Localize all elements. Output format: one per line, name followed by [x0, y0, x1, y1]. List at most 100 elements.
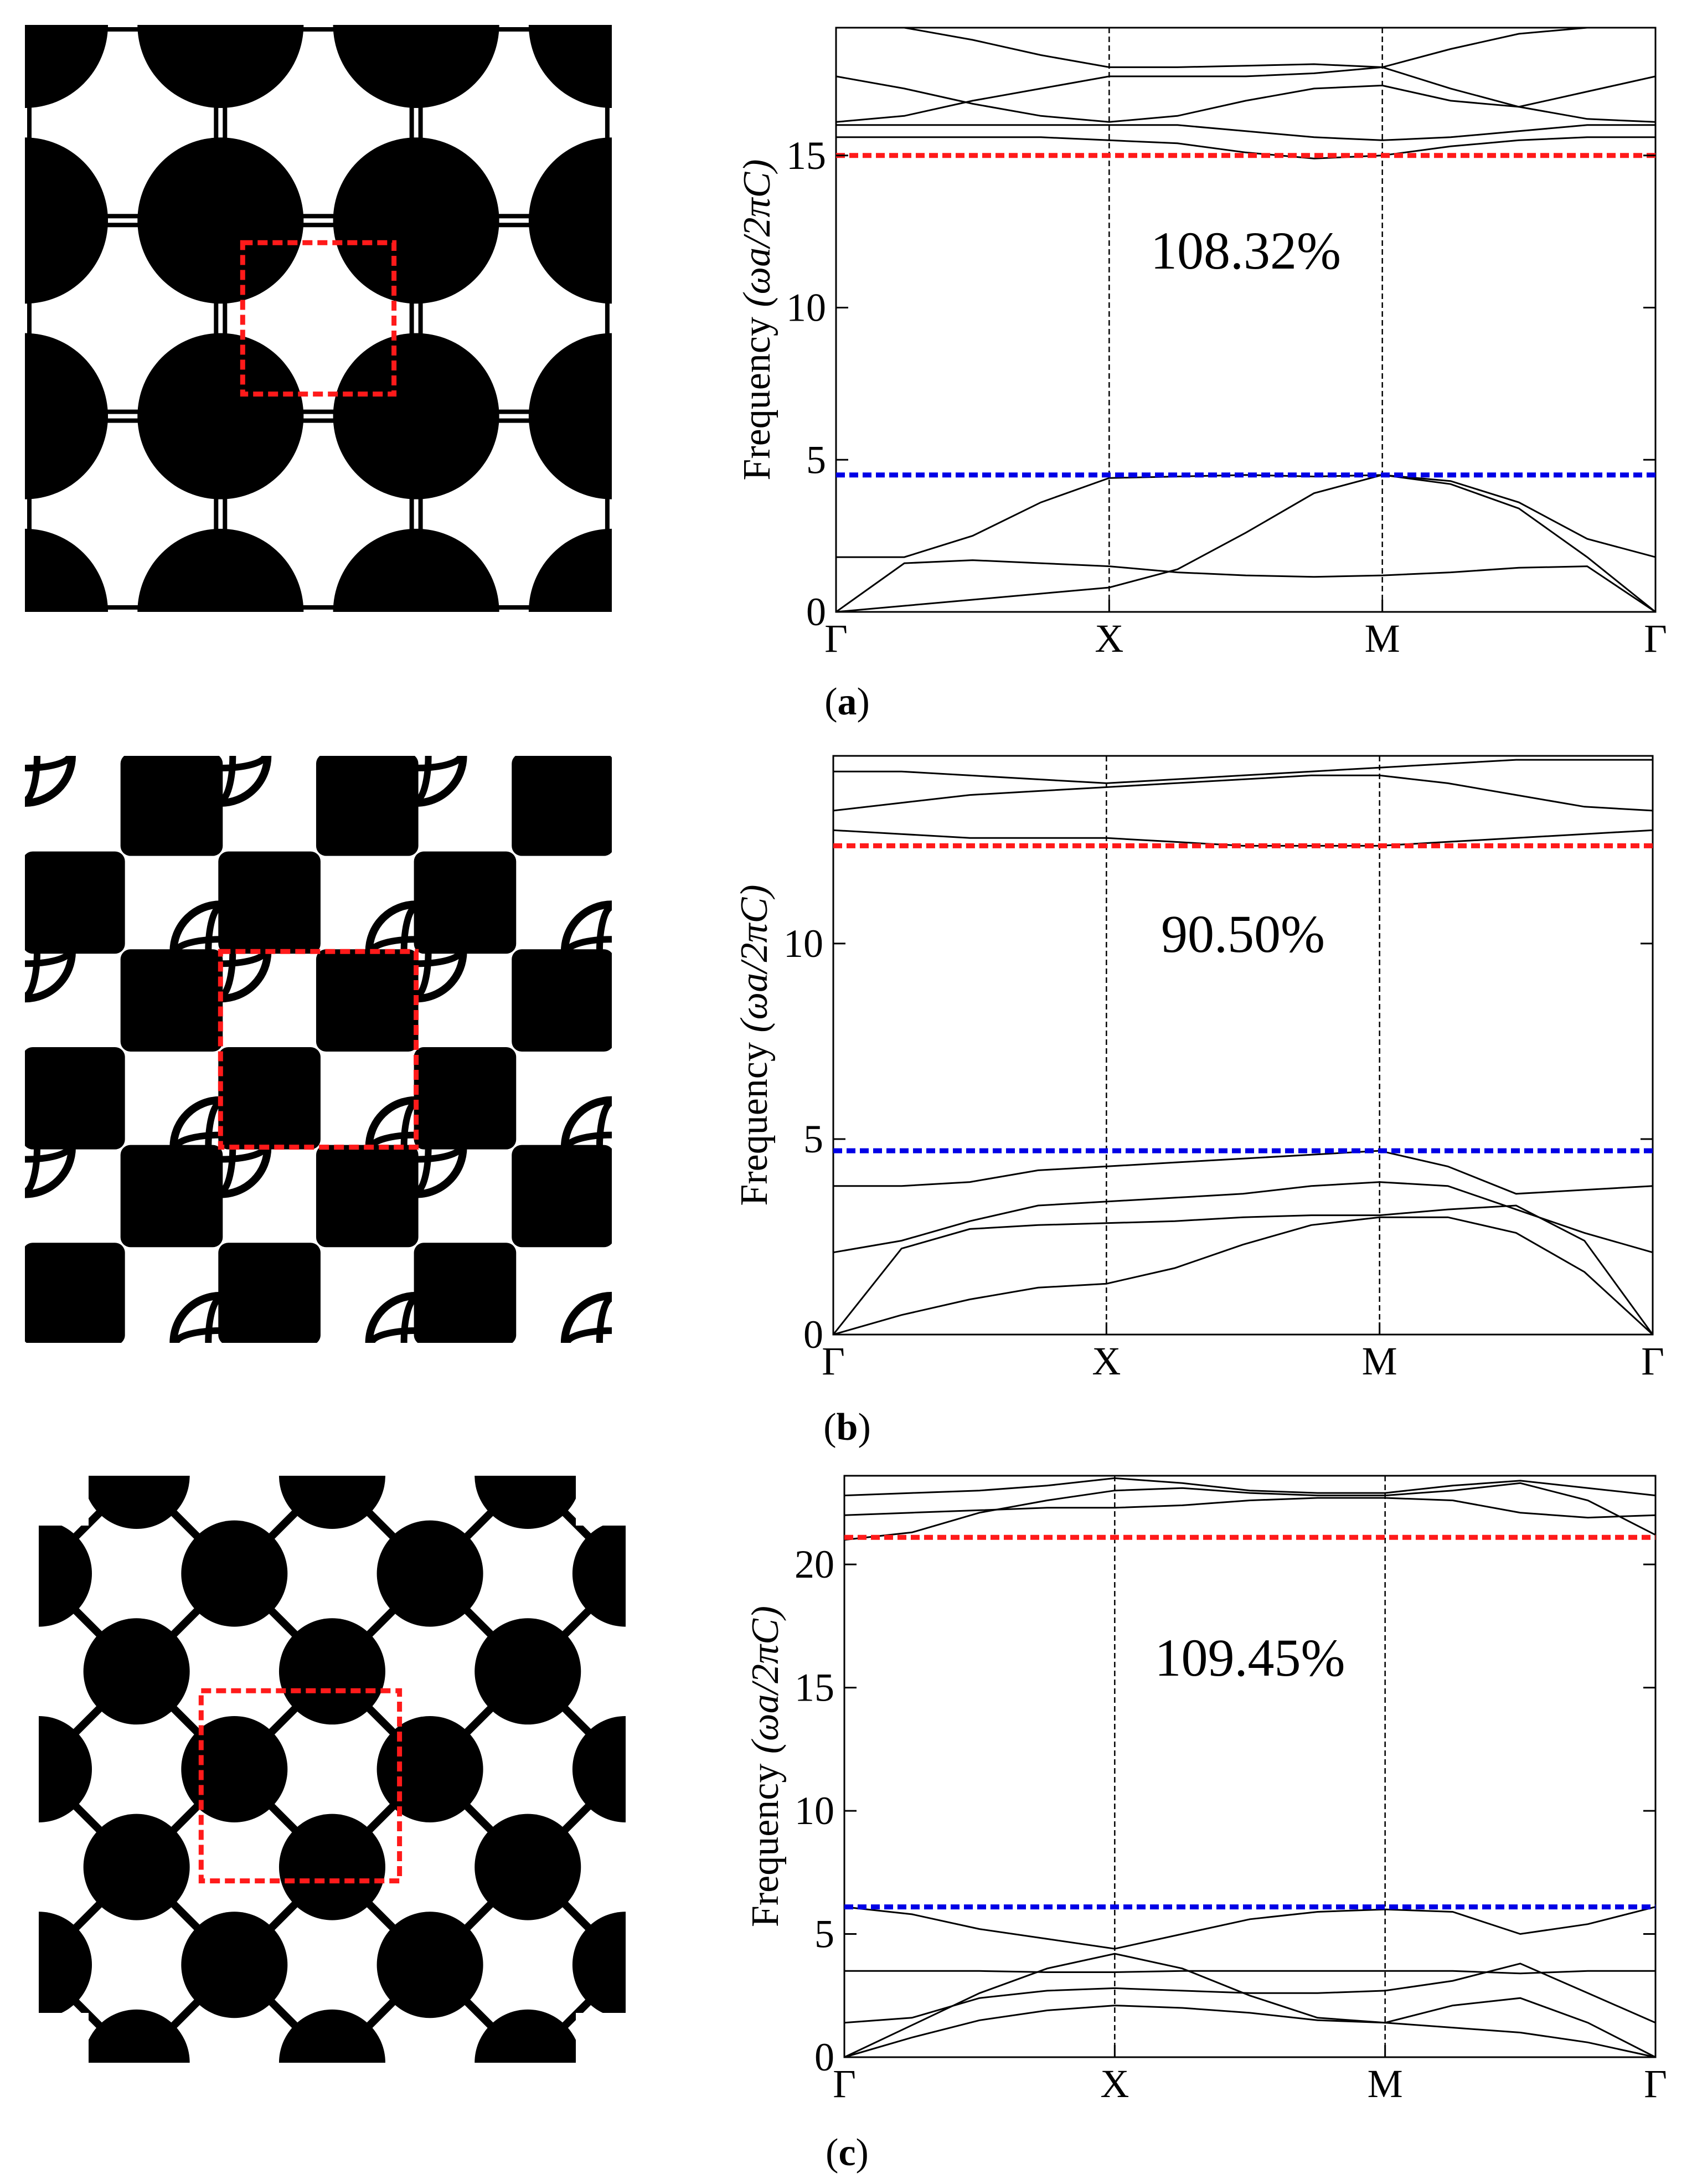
joint-ellipse [368, 756, 464, 771]
strut [622, 1763, 626, 1770]
strut [39, 1766, 140, 1870]
solid-inclusion [278, 2009, 385, 2063]
bridge-gap [303, 218, 333, 223]
band-curve-band-8 [844, 1477, 1656, 1497]
y-axis-title-text: Frequency [736, 307, 778, 481]
bridge-gap [609, 499, 612, 529]
bridge-gap [499, 414, 529, 419]
band-curve-band-3 [836, 474, 1656, 558]
band-curve-band-7 [844, 1497, 1656, 1519]
solid-inclusion [83, 1476, 190, 1529]
bridge-gap [303, 609, 333, 612]
x-tick-label: X [1100, 2062, 1129, 2106]
y-tick-label: 15 [786, 133, 826, 178]
x-tick-label: Γ [822, 1339, 845, 1383]
panel-label-a: (a) [824, 681, 870, 723]
panel-b: 0 5 10 Γ X M Γ Frequency (ωa/2πC) 90.50% (b) [25, 755, 1664, 1449]
bridge-gap [108, 414, 138, 419]
joint-ellipse [205, 1295, 236, 1343]
solid-inclusion [83, 2009, 190, 2063]
solid-inclusion [572, 1912, 626, 2018]
band-curve-band-7 [833, 759, 1653, 784]
y-axis-title: Frequency (ωa/2πC) [736, 159, 778, 480]
solid-square [120, 1145, 223, 1248]
strut [136, 1476, 142, 1479]
unit-cell-outline [240, 240, 397, 397]
void-corner [39, 2013, 89, 2063]
band-curve-band-4 [844, 1970, 1655, 1975]
y-tick-label: 20 [795, 1542, 834, 1587]
solid-square [414, 1047, 517, 1150]
strut [525, 1570, 626, 1675]
solid-inclusion [572, 1520, 626, 1627]
band-curve-band-4 [836, 136, 1655, 159]
bridge-gap [25, 108, 27, 138]
y-tick-label: 5 [803, 1117, 823, 1161]
joint-ellipse [596, 904, 612, 1000]
bridge-gap [108, 25, 138, 27]
band-curve-band-1 [833, 1216, 1654, 1336]
void-background [39, 1476, 626, 2063]
chart-b: 0 5 10 Γ X M Γ Frequency (ωa/2πC) 90.50% [733, 755, 1664, 1383]
strut [427, 1570, 531, 1675]
bridge-gap [414, 303, 419, 333]
x-tick-label: Γ [1644, 616, 1667, 661]
joint-ellipse [205, 756, 236, 803]
band-curve-band-2 [844, 1953, 1656, 2058]
strut [329, 1668, 433, 1772]
panel-label-c: (c) [826, 2131, 869, 2174]
y-tick-label: 0 [814, 2035, 834, 2079]
solid-inclusion [137, 333, 304, 499]
solid-square [512, 949, 612, 1052]
solid-square [512, 1145, 612, 1248]
void-background [25, 25, 612, 612]
strut [329, 1962, 433, 2063]
joint-ellipse [25, 1327, 73, 1343]
joint-ellipse [400, 1295, 432, 1343]
solid-inclusion [39, 1520, 92, 1627]
bridge-gap [108, 218, 138, 223]
strut [525, 1864, 626, 1968]
solid-inclusion [333, 528, 499, 612]
band-curve-band-2 [832, 1204, 1654, 1335]
joint-ellipse [173, 756, 269, 771]
solid-inclusion [278, 1476, 385, 1529]
strut [39, 1668, 140, 1772]
joint-ellipse [564, 936, 612, 967]
y-tick-label: 5 [806, 437, 826, 482]
solid-square [512, 756, 612, 856]
solid-square [218, 1047, 321, 1150]
microstructure-b [25, 756, 612, 1343]
y-tick-label: 10 [795, 1789, 834, 1833]
solid-inclusion [333, 333, 499, 499]
microstructure-a [25, 25, 612, 612]
y-tick-label: 0 [803, 1312, 823, 1357]
bridge-gap [414, 108, 419, 138]
band-curve-band-4 [833, 1150, 1653, 1195]
solid-inclusion [137, 137, 304, 304]
strut [427, 1864, 531, 1968]
void-corner [39, 1476, 89, 1526]
chart-a: 0 5 10 15 Γ X M Γ Frequency (ωa/2πC) 108.32% [736, 27, 1667, 661]
gap-percent-label: 109.45% [1155, 1628, 1345, 1687]
joint-ellipse [596, 1099, 612, 1195]
band-curve-band-8 [836, 27, 1655, 68]
solid-inclusion [528, 528, 612, 612]
bridge-gap [414, 499, 419, 529]
strut [329, 1476, 433, 1577]
bridge-gap [218, 499, 223, 529]
y-axis-title-math: (ωa/2πC) [733, 884, 776, 1032]
joint-ellipse [564, 1327, 612, 1343]
strut [427, 1668, 531, 1772]
x-tick-label: X [1095, 616, 1123, 661]
strut [231, 1668, 335, 1772]
solid-inclusion [39, 1912, 92, 2018]
band-curve-band-2 [835, 559, 1656, 613]
strut [622, 1959, 626, 1965]
band-curve-band-6 [844, 1482, 1656, 1541]
joint-ellipse [25, 904, 40, 1000]
strut [622, 1568, 626, 1574]
joint-ellipse [596, 1295, 612, 1343]
strut [133, 1570, 238, 1675]
